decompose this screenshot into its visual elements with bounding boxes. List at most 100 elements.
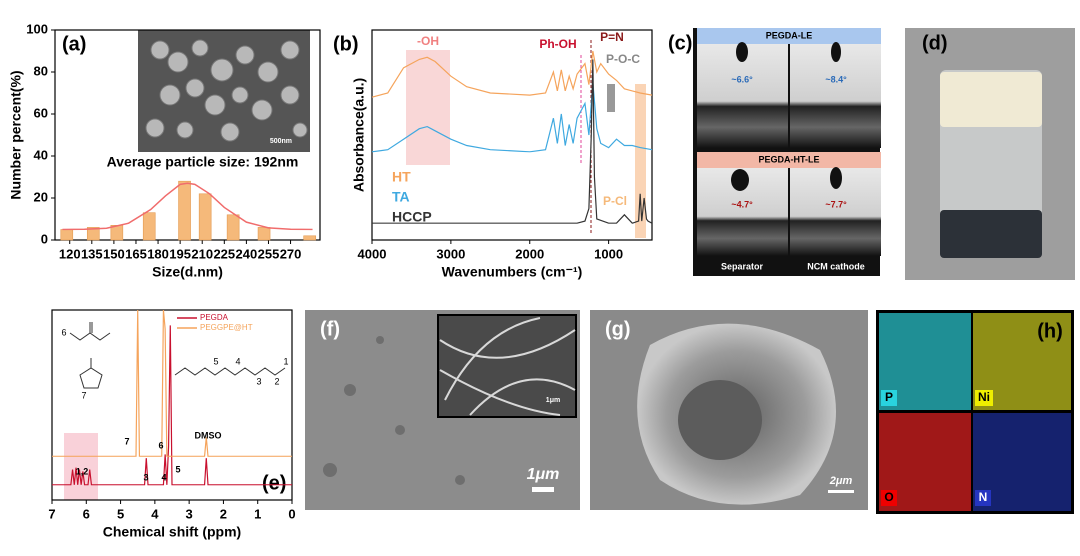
x-tick-label: 240 xyxy=(236,246,258,261)
caption: NCM cathode xyxy=(807,261,865,271)
legend-label: PEGDA xyxy=(200,313,229,322)
annotation: P=N xyxy=(600,30,624,44)
highlight xyxy=(406,50,450,165)
caption: PEGDA-HT-LE xyxy=(758,154,819,164)
structure-label: 4 xyxy=(235,356,240,366)
bar xyxy=(303,235,316,241)
bar xyxy=(198,193,212,241)
annotation: Ph-OH xyxy=(539,37,576,51)
x-tick-label: 1000 xyxy=(594,246,623,261)
caption: Separator xyxy=(721,261,764,271)
angle: ~7.7° xyxy=(825,199,847,209)
y-tick-label: 80 xyxy=(34,63,48,78)
annotation: 6 xyxy=(158,440,163,450)
map-tag: O xyxy=(884,490,893,504)
structure-label: 6 xyxy=(61,327,66,337)
scale: 1μm xyxy=(527,466,560,483)
structure-label: 3 xyxy=(256,376,261,386)
x-tick-label: 225 xyxy=(213,246,235,261)
structure-label: 1 xyxy=(283,356,288,366)
spectrum xyxy=(52,325,292,485)
annotation: 7 xyxy=(124,436,129,446)
x-tick-label: 3000 xyxy=(436,246,465,261)
map-tags xyxy=(881,390,993,506)
plot-frame xyxy=(371,29,653,241)
x-tick-label: 5 xyxy=(117,506,124,521)
angle: ~8.4° xyxy=(825,74,847,84)
panel-label: (c) xyxy=(668,32,692,54)
annotation: DMSO xyxy=(195,430,222,440)
angle: ~4.7° xyxy=(731,199,753,209)
x-tick-label: 165 xyxy=(125,246,147,261)
spectrum xyxy=(372,51,652,97)
x-tick-label: 2000 xyxy=(515,246,544,261)
highlight xyxy=(64,433,98,500)
x-tick-label: 135 xyxy=(81,246,103,261)
y-tick-label: 100 xyxy=(26,21,48,36)
annotation: 1,2 xyxy=(76,466,89,476)
x-tick-label: 3 xyxy=(186,506,193,521)
bar xyxy=(86,227,100,241)
spectrum xyxy=(372,59,652,223)
structure-label: 7 xyxy=(81,390,86,400)
x-tick-label: 150 xyxy=(103,246,125,261)
x-axis-label: Size(d.nm) xyxy=(152,264,223,280)
sem-image xyxy=(590,310,868,510)
x-tick-label: 0 xyxy=(288,506,295,521)
angle: ~6.6° xyxy=(731,74,753,84)
panel-label: (f) xyxy=(320,318,340,340)
bar xyxy=(178,180,191,241)
y-axis-label: Number percent(%) xyxy=(8,70,24,199)
panel-label: (a) xyxy=(62,33,86,55)
y-axis-label: Absorbance(a.u.) xyxy=(351,78,367,192)
highlight xyxy=(635,84,646,238)
scale: 2μm xyxy=(829,475,853,487)
x-tick-label: 2 xyxy=(220,506,227,521)
x-tick-label: 4 xyxy=(151,506,159,521)
bar xyxy=(60,229,74,241)
annotation: 4 xyxy=(161,472,166,482)
annotation: 5 xyxy=(175,464,180,474)
y-tick-label: 60 xyxy=(34,105,48,120)
eds-maps xyxy=(876,310,1074,514)
legend-label: PEGGPE@HT xyxy=(200,323,253,332)
annotation: P-O-C xyxy=(606,52,640,66)
bar xyxy=(142,212,156,241)
spectrum xyxy=(372,83,652,152)
highlight xyxy=(607,84,615,112)
panel-label: (d) xyxy=(922,32,948,54)
x-tick-label: 255 xyxy=(258,246,280,261)
contact-angle-images xyxy=(693,28,881,276)
inset-scale: 1μm xyxy=(546,397,560,404)
map-tag: P xyxy=(885,390,893,404)
legend-label: TA xyxy=(392,189,410,205)
annotation: -OH xyxy=(417,34,439,48)
molecule xyxy=(69,322,286,389)
panel-label: (h) xyxy=(1037,320,1063,342)
map-tag: N xyxy=(979,490,988,504)
x-tick-label: 195 xyxy=(169,246,191,261)
legend-label: HT xyxy=(392,169,411,185)
map-tag: Ni xyxy=(978,390,990,404)
caption: PEGDA-LE xyxy=(766,30,813,40)
panel-label: (e) xyxy=(262,472,286,494)
spectrum xyxy=(52,310,292,456)
annotation: Average particle size: 192nm xyxy=(107,154,299,170)
fit-line xyxy=(62,183,312,229)
y-tick-label: 40 xyxy=(34,147,48,162)
sem-image xyxy=(305,310,580,510)
bar xyxy=(257,227,271,241)
x-tick-label: 120 xyxy=(59,246,81,261)
panel-label: (g) xyxy=(605,318,631,340)
x-tick-label: 1 xyxy=(254,506,261,521)
y-tick-label: 0 xyxy=(41,231,48,246)
x-axis-label: Chemical shift (ppm) xyxy=(103,524,241,540)
x-tick-label: 270 xyxy=(280,246,302,261)
x-tick-label: 210 xyxy=(191,246,213,261)
bar xyxy=(226,214,240,241)
x-tick-label: 7 xyxy=(48,506,55,521)
legend-label: HCCP xyxy=(392,209,432,225)
x-axis-label: Wavenumbers (cm⁻¹) xyxy=(442,264,583,280)
y-tick-label: 20 xyxy=(34,189,48,204)
